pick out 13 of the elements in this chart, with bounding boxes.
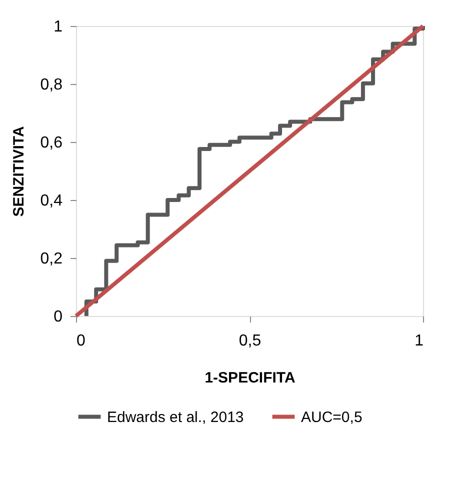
x-tick-label: 0 (76, 332, 86, 350)
y-tick-label: 0 (54, 308, 63, 326)
y-tick-label: 0,8 (40, 76, 63, 94)
x-tick-label: 1 (414, 332, 424, 350)
x-tick-label: 0,5 (238, 332, 262, 350)
legend-label: AUC=0,5 (301, 408, 362, 426)
legend-label: Edwards et al., 2013 (107, 408, 244, 426)
y-tick-label: 0,6 (40, 134, 63, 152)
y-tick-label: 0,2 (40, 250, 63, 268)
y-axis-title: SENZITIVITA (10, 126, 28, 217)
x-axis-title: 1-SPECIFITA (204, 370, 296, 386)
y-tick-label: 0,4 (40, 192, 63, 210)
y-tick-label: 1 (54, 18, 63, 36)
